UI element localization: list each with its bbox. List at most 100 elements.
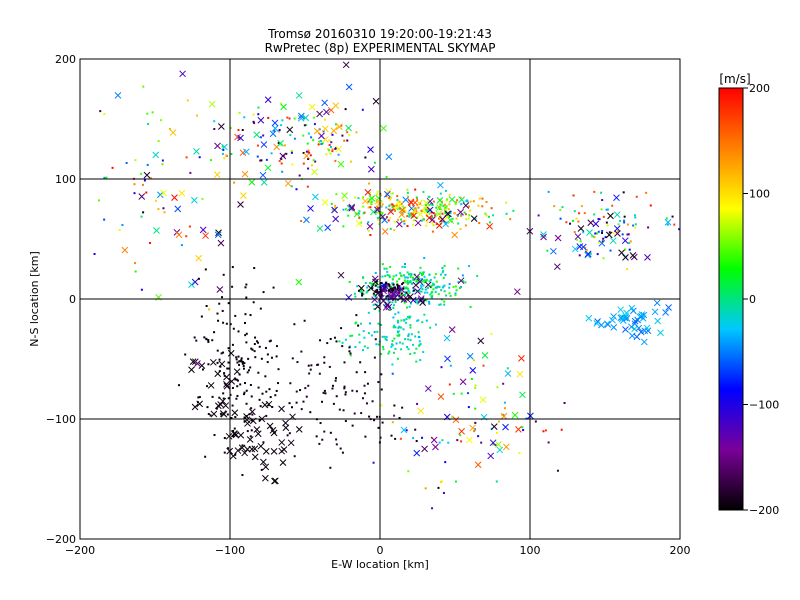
data-point-dot xyxy=(415,216,418,219)
data-point-dot xyxy=(459,196,462,199)
data-point-dot xyxy=(331,387,334,390)
data-point-x xyxy=(366,223,374,230)
data-point-dot xyxy=(291,163,294,166)
data-point-dot xyxy=(359,361,362,364)
data-point-dot xyxy=(490,207,493,210)
data-point-x xyxy=(251,445,259,453)
data-point-dot xyxy=(635,195,638,198)
data-point-dot xyxy=(103,218,106,221)
data-point-dot xyxy=(408,215,411,218)
data-point-x xyxy=(593,320,601,327)
data-point-dot xyxy=(380,404,383,407)
data-point-dot xyxy=(394,300,397,303)
data-point-dot xyxy=(385,295,388,298)
data-point-x xyxy=(451,231,459,239)
data-point-dot xyxy=(411,276,414,279)
data-point-dot xyxy=(402,328,405,331)
data-point-dot xyxy=(381,283,384,286)
data-point-dot xyxy=(252,113,255,116)
data-point-dot xyxy=(335,377,338,380)
data-point-x xyxy=(502,443,510,451)
data-point-x xyxy=(598,239,606,247)
data-point-dot xyxy=(394,326,397,329)
data-point-dot xyxy=(400,292,403,295)
data-point-x xyxy=(341,192,348,200)
data-point-x xyxy=(500,412,508,420)
data-point-dot xyxy=(239,383,242,386)
data-point-dot xyxy=(331,208,334,211)
data-point-dot xyxy=(457,214,460,217)
data-point-dot xyxy=(424,208,427,211)
data-point-dot xyxy=(583,212,586,215)
data-point-dot xyxy=(392,283,395,286)
data-point-x xyxy=(430,436,438,444)
data-point-dot xyxy=(303,319,306,322)
data-point-dot xyxy=(330,202,333,205)
data-point-dot xyxy=(233,427,236,430)
data-point-dot xyxy=(420,290,423,293)
data-point-dot xyxy=(414,428,417,431)
data-point-dot xyxy=(249,383,252,386)
y-axis-ticks: −200 −100 0 100 200 xyxy=(46,53,76,546)
data-point-x xyxy=(214,142,221,150)
data-point-x xyxy=(410,212,418,219)
data-point-dot xyxy=(377,212,380,215)
data-point-dot xyxy=(455,217,458,220)
data-point-x xyxy=(223,381,230,388)
data-point-dot xyxy=(367,200,370,203)
data-point-dot xyxy=(627,233,630,236)
data-point-dot xyxy=(241,360,244,363)
data-point-dot xyxy=(431,230,434,233)
colorbar-tick-label: 100 xyxy=(749,188,770,201)
data-point-x xyxy=(621,237,629,245)
data-point-dot xyxy=(431,282,434,285)
data-point-dot xyxy=(439,192,442,195)
data-point-dot xyxy=(379,291,382,294)
data-point-dot xyxy=(464,281,467,284)
data-point-x xyxy=(421,445,428,453)
data-point-dot xyxy=(121,224,124,227)
data-point-dot xyxy=(373,161,376,164)
data-point-x xyxy=(444,355,451,363)
data-point-dot xyxy=(431,222,434,225)
data-point-dot xyxy=(421,321,424,324)
data-point-dot xyxy=(448,216,451,219)
data-point-dot xyxy=(295,390,298,393)
data-point-x xyxy=(598,321,605,329)
data-point-dot xyxy=(223,157,226,160)
data-point-x xyxy=(242,148,250,156)
data-point-dot xyxy=(271,406,274,409)
data-point-x xyxy=(297,112,305,120)
data-point-dot xyxy=(264,346,267,349)
data-point-dot xyxy=(219,365,222,368)
data-point-dot xyxy=(198,396,201,399)
data-point-dot xyxy=(649,204,652,207)
data-point-dot xyxy=(280,162,283,165)
data-point-x xyxy=(260,178,268,186)
data-point-dot xyxy=(393,229,396,232)
data-point-x xyxy=(295,92,303,99)
data-point-dot xyxy=(277,382,280,385)
data-point-x xyxy=(442,220,450,228)
data-point-dot xyxy=(374,295,377,298)
data-point-dot xyxy=(481,197,484,200)
data-point-dot xyxy=(578,254,581,257)
data-point-dot xyxy=(373,330,376,333)
data-point-x xyxy=(280,446,288,453)
data-point-dot xyxy=(180,244,183,247)
data-point-dot xyxy=(346,139,349,142)
data-point-dot xyxy=(103,176,106,179)
data-point-x xyxy=(417,210,424,218)
data-point-dot xyxy=(406,195,409,198)
data-point-x xyxy=(466,352,474,360)
data-point-dot xyxy=(388,283,391,286)
data-point-dot xyxy=(396,218,399,221)
data-point-dot xyxy=(360,288,363,291)
data-point-dot xyxy=(626,268,629,271)
data-point-dot xyxy=(390,196,393,199)
data-point-dot xyxy=(360,412,363,415)
data-point-dot xyxy=(231,386,234,389)
plot-frame xyxy=(79,58,681,540)
data-point-dot xyxy=(330,141,333,144)
data-point-dot xyxy=(399,437,402,440)
